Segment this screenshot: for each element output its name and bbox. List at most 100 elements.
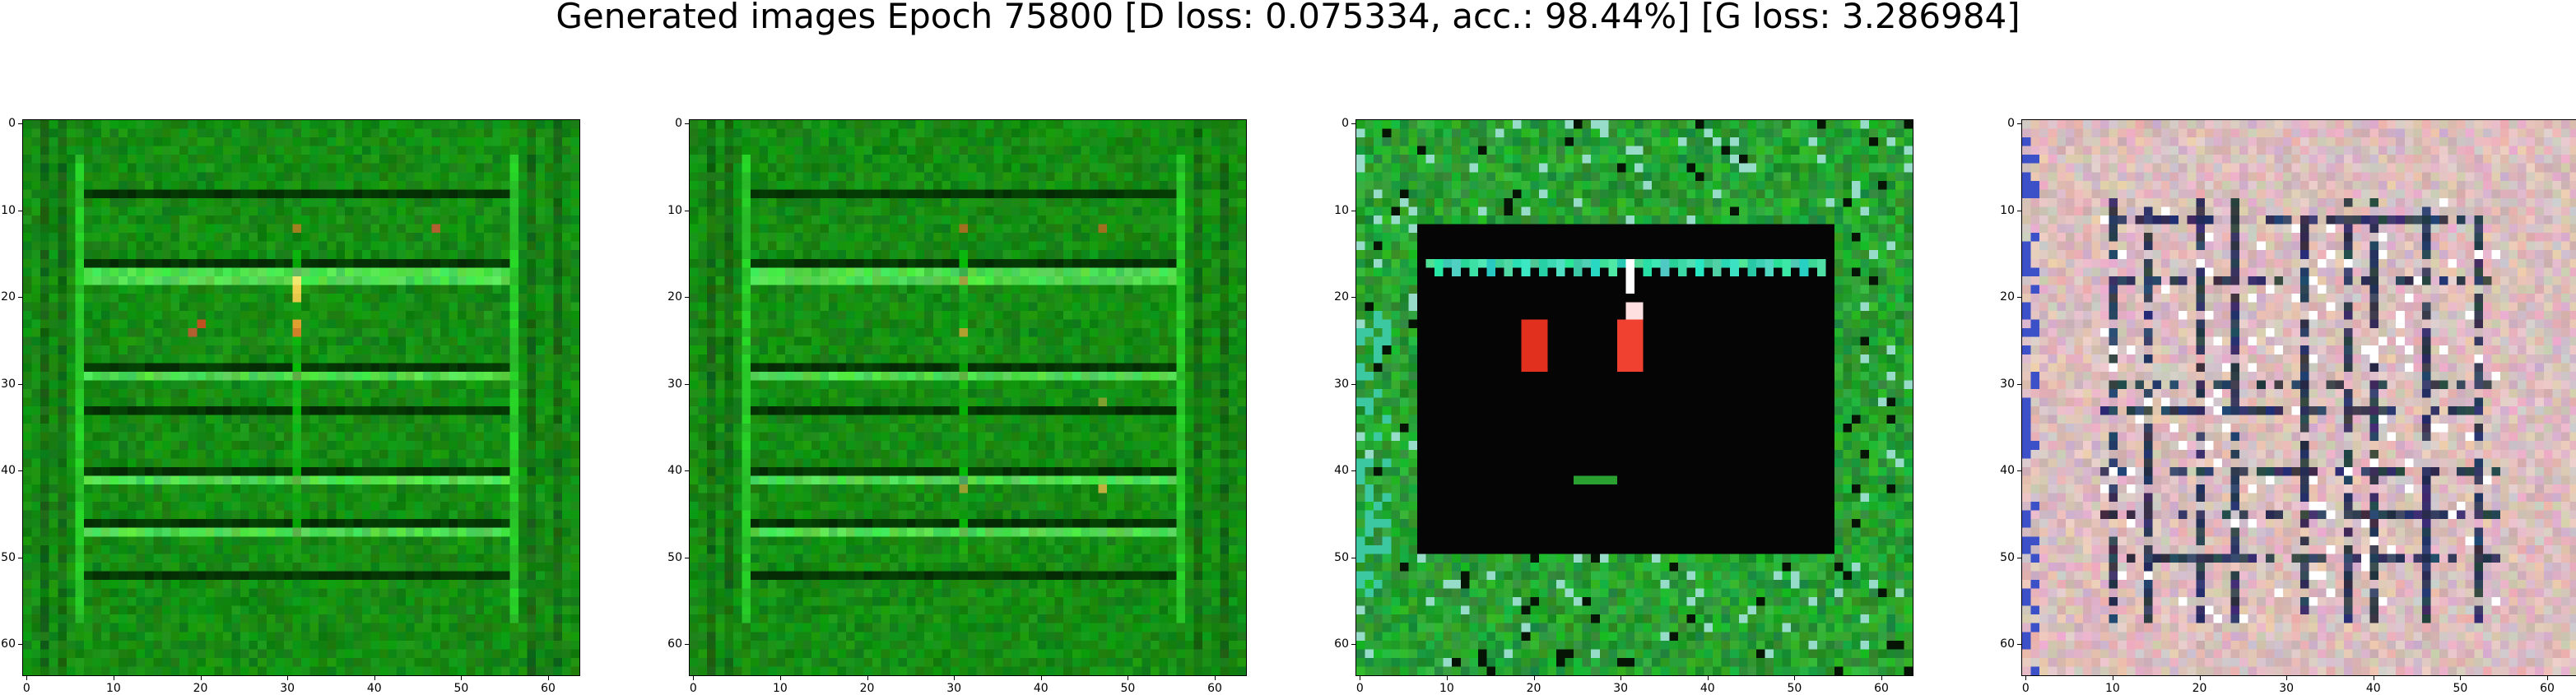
- figure-title: Generated images Epoch 75800 [D loss: 0.…: [556, 0, 2020, 36]
- y-tick-label: 20: [1, 290, 16, 304]
- y-tick-label: 0: [2007, 117, 2015, 131]
- y-tick-mark: [18, 470, 22, 472]
- x-tick-mark: [1794, 676, 1796, 680]
- x-tick-label: 0: [2021, 682, 2030, 695]
- x-tick-mark: [374, 676, 375, 680]
- y-tick-mark: [1351, 297, 1355, 299]
- x-tick-label: 40: [1700, 682, 1715, 695]
- x-tick-label: 50: [2453, 682, 2468, 695]
- y-tick-label: 10: [667, 203, 682, 217]
- x-tick-label: 20: [2192, 682, 2207, 695]
- x-tick-mark: [1215, 676, 1216, 680]
- x-tick-label: 10: [2104, 682, 2120, 695]
- x-tick-mark: [779, 676, 781, 680]
- x-tick-label: 30: [280, 682, 295, 695]
- y-tick-mark: [18, 383, 22, 385]
- image-panel-3: [1355, 119, 1913, 676]
- x-tick-mark: [1040, 676, 1042, 680]
- x-tick-label: 0: [22, 682, 30, 695]
- x-tick-label: 30: [1613, 682, 1629, 695]
- y-tick-mark: [1351, 123, 1355, 125]
- y-tick-label: 40: [1334, 464, 1349, 478]
- x-tick-label: 60: [1874, 682, 1889, 695]
- y-tick-label: 40: [1, 464, 16, 478]
- x-tick-label: 40: [366, 682, 382, 695]
- y-tick-label: 30: [2000, 377, 2015, 391]
- y-tick-label: 50: [667, 550, 682, 564]
- y-tick-label: 50: [1334, 550, 1349, 564]
- y-tick-mark: [1351, 644, 1355, 646]
- generated-image-1: [23, 120, 579, 675]
- y-tick-mark: [1351, 470, 1355, 472]
- x-tick-mark: [1707, 676, 1709, 680]
- x-tick-label: 50: [1120, 682, 1136, 695]
- y-tick-mark: [685, 383, 689, 385]
- y-tick-mark: [685, 297, 689, 299]
- x-tick-mark: [1620, 676, 1622, 680]
- y-tick-mark: [1351, 383, 1355, 385]
- y-tick-mark: [685, 644, 689, 646]
- x-tick-label: 50: [453, 682, 469, 695]
- x-tick-label: 20: [859, 682, 875, 695]
- x-tick-mark: [548, 676, 550, 680]
- x-tick-mark: [2460, 676, 2462, 680]
- y-tick-mark: [2017, 123, 2021, 125]
- y-tick-label: 30: [1334, 377, 1349, 391]
- image-panel-1: [22, 119, 580, 676]
- y-tick-mark: [685, 123, 689, 125]
- x-tick-label: 30: [946, 682, 962, 695]
- y-tick-mark: [2017, 383, 2021, 385]
- x-tick-mark: [867, 676, 868, 680]
- y-tick-label: 0: [1341, 117, 1349, 131]
- y-tick-mark: [2017, 470, 2021, 472]
- x-tick-label: 20: [193, 682, 208, 695]
- x-tick-mark: [2199, 676, 2201, 680]
- x-tick-mark: [287, 676, 289, 680]
- y-tick-label: 30: [1, 377, 16, 391]
- y-tick-label: 60: [1, 637, 16, 651]
- x-tick-mark: [2025, 676, 2027, 680]
- image-panel-2: [689, 119, 1247, 676]
- y-tick-mark: [18, 297, 22, 299]
- x-tick-label: 0: [1355, 682, 1364, 695]
- x-tick-label: 60: [2540, 682, 2555, 695]
- generated-image-3: [1356, 120, 1913, 675]
- x-tick-label: 10: [772, 682, 788, 695]
- y-tick-label: 60: [1334, 637, 1349, 651]
- y-tick-label: 20: [1334, 290, 1349, 304]
- y-tick-mark: [18, 123, 22, 125]
- y-tick-label: 10: [1, 203, 16, 217]
- generated-image-2: [690, 120, 1246, 675]
- generated-image-4: [2022, 120, 2576, 675]
- x-tick-label: 30: [2279, 682, 2295, 695]
- y-tick-label: 40: [2000, 464, 2015, 478]
- x-tick-mark: [693, 676, 695, 680]
- x-tick-label: 20: [1526, 682, 1541, 695]
- x-tick-mark: [2547, 676, 2549, 680]
- x-tick-label: 60: [541, 682, 556, 695]
- x-tick-mark: [954, 676, 956, 680]
- x-tick-label: 50: [1787, 682, 1802, 695]
- x-tick-label: 40: [2365, 682, 2381, 695]
- y-tick-label: 60: [2000, 637, 2015, 651]
- x-tick-mark: [26, 676, 28, 680]
- x-tick-label: 60: [1207, 682, 1222, 695]
- x-tick-mark: [1446, 676, 1448, 680]
- x-tick-mark: [461, 676, 463, 680]
- y-tick-mark: [18, 644, 22, 646]
- y-tick-label: 20: [667, 290, 682, 304]
- image-panel-4: [2021, 119, 2576, 676]
- y-tick-label: 40: [667, 464, 682, 478]
- y-tick-label: 60: [667, 637, 682, 651]
- y-tick-label: 0: [675, 117, 682, 131]
- y-tick-mark: [2017, 297, 2021, 299]
- y-tick-mark: [2017, 644, 2021, 646]
- y-tick-mark: [685, 470, 689, 472]
- y-tick-label: 20: [2000, 290, 2015, 304]
- x-tick-label: 40: [1033, 682, 1049, 695]
- y-tick-label: 30: [667, 377, 682, 391]
- y-tick-label: 10: [1334, 203, 1349, 217]
- x-tick-label: 0: [689, 682, 697, 695]
- x-tick-mark: [2286, 676, 2288, 680]
- y-tick-label: 0: [8, 117, 16, 131]
